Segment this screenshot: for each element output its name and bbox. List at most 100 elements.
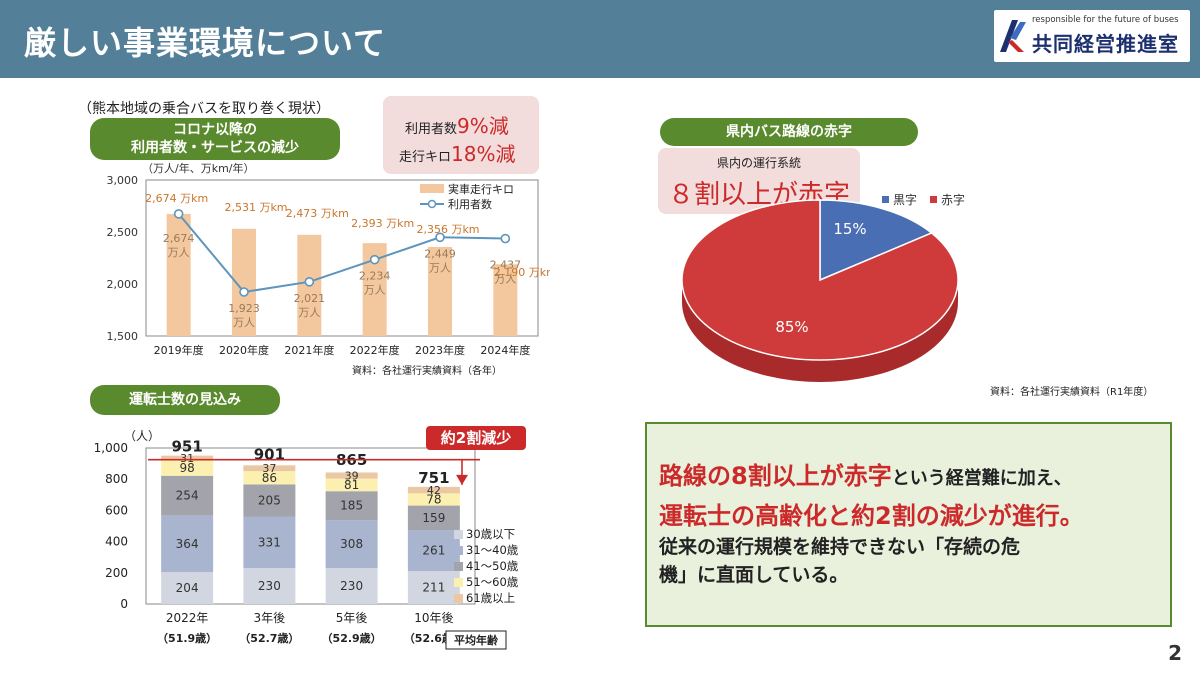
stacked-bar-segment — [325, 478, 378, 492]
legend-label: 30歳以下 — [466, 527, 515, 541]
message-line1-red: 路線の8割以上が赤字 — [659, 462, 892, 490]
stacked-bar-segment — [243, 484, 296, 517]
x-tick-label: 2022年 — [166, 611, 209, 625]
page-number: 2 — [1168, 641, 1182, 665]
ridership-chart: （万人/年、万km/年） 1,500 2,000 2,500 3,000 2019年度 20… — [107, 161, 551, 377]
y-tick-label: 400 — [105, 535, 128, 549]
legend-label: 61歳以上 — [466, 591, 515, 605]
data-label-unit: 万人 — [364, 284, 386, 297]
pie-value-label: 85% — [775, 318, 808, 336]
stacked-bar-segment — [407, 486, 460, 494]
legend-swatch — [454, 546, 463, 555]
x-sub-label: （52.7歳） — [239, 631, 299, 645]
stacked-bar-segment — [325, 472, 378, 479]
message-line1-rest: という経営難に加え、 — [891, 468, 1072, 489]
stacked-bar-segment — [243, 568, 296, 604]
data-label-unit: 万人 — [168, 246, 190, 259]
logo: responsible for the future of buses 共同経営… — [994, 10, 1190, 62]
data-label: 2,531 万km — [224, 201, 287, 214]
y-tick-label: 600 — [105, 503, 128, 517]
legend-swatch — [882, 196, 889, 203]
total-label: 951 — [171, 438, 202, 456]
legend-label: 実車走行キロ — [448, 182, 514, 196]
x-tick-label: 3年後 — [254, 611, 286, 625]
plot-frame — [145, 179, 539, 337]
data-label-unit: 万人 — [233, 316, 255, 329]
y-tick-label: 1,500 — [107, 330, 139, 343]
logo-tagline: responsible for the future of buses — [1032, 15, 1179, 25]
segment-label: 37 — [262, 462, 276, 475]
y-axis-label: （人） — [124, 429, 160, 443]
stacked-bar-segment — [407, 493, 460, 506]
section1-pill-line2: 利用者数・サービスの減少 — [131, 140, 299, 156]
message-line3: 従来の運行規模を維持できない「存続の危 — [659, 536, 1021, 558]
data-label: 2,393 万km — [351, 217, 414, 230]
callout-line2-value: 18%減 — [451, 142, 516, 166]
y-tick-label: 2,000 — [107, 278, 139, 291]
legend-label: 41～50歳 — [466, 559, 519, 573]
data-label: 2,449 — [424, 247, 456, 260]
stacked-bar-segment — [407, 505, 460, 531]
stacked-bar-segment — [161, 475, 214, 516]
line-point — [304, 277, 315, 287]
legend-label: 赤字 — [941, 192, 965, 207]
data-label: 2,437 — [490, 259, 522, 272]
line-point — [239, 287, 249, 297]
stacked-bar-segment — [243, 465, 296, 472]
segment-label: 364 — [176, 537, 199, 551]
segment-label: 205 — [258, 493, 281, 507]
reduction-badge-text: 約2割減少 — [441, 429, 511, 447]
segment-label: 185 — [340, 499, 363, 513]
data-label-unit: 万人 — [298, 306, 320, 319]
data-label: 2,021 — [294, 292, 326, 305]
stacked-bar-segment — [243, 471, 296, 485]
segment-label: 230 — [340, 579, 363, 593]
section3-pill: 県内バス路線の赤字 — [660, 118, 918, 146]
data-label-unit: 万人 — [429, 261, 451, 274]
y-tick-label: 1,000 — [94, 441, 128, 455]
stacked-bar-segment — [325, 520, 378, 569]
segment-label: 331 — [258, 535, 281, 549]
section2-pill: 運転士数の見込み — [90, 385, 280, 415]
pie-slice-deficit — [681, 199, 959, 361]
segment-label: 78 — [426, 492, 441, 506]
legend-swatch — [454, 530, 463, 539]
segment-label: 230 — [258, 579, 281, 593]
x-tick-label: 2022年度 — [350, 343, 400, 357]
segment-label: 211 — [422, 581, 445, 595]
segment-label: 98 — [179, 461, 194, 475]
message-line2: 運転士の高齢化と約2割の減少が進行。 — [659, 502, 1084, 530]
callout-line1: 利用者数9%減 — [405, 110, 509, 139]
x-tick-label: 2023年度 — [415, 343, 465, 357]
pie-value-label: 15% — [833, 220, 866, 238]
y-axis-label: （万人/年、万km/年） — [142, 161, 255, 175]
chart-source: 資料：各社運行実績資料（各年） — [352, 364, 502, 377]
legend-swatch — [454, 562, 463, 571]
legend-label: 51～60歳 — [466, 575, 519, 589]
segment-label: 39 — [345, 470, 359, 483]
stacked-bar-segment — [407, 571, 460, 604]
data-label-unit: 万人 — [494, 273, 516, 286]
pie-side — [682, 280, 958, 382]
segment-label: 81 — [344, 478, 359, 492]
data-label: 2,473 万km — [286, 207, 349, 220]
legend-swatch — [420, 184, 444, 193]
y-tick-label: 200 — [105, 566, 128, 580]
x-tick-label: 2019年度 — [154, 343, 204, 357]
section3-panel: 県内の運行系統 ８割以上が赤字 — [658, 148, 860, 214]
line-point — [173, 209, 184, 219]
line-point — [500, 233, 511, 244]
segment-label: 254 — [176, 489, 199, 503]
message-line4: 機」に直面している。 — [659, 564, 849, 586]
x-tick-label: 2024年度 — [480, 343, 530, 357]
data-label: 2,190 万km — [494, 266, 550, 279]
bar — [166, 213, 191, 336]
data-label: 2,356 万km — [416, 223, 479, 236]
panel-small-text: 県内の運行系統 — [716, 156, 801, 170]
reduction-arrow-head — [456, 474, 468, 485]
reduction-badge — [426, 426, 526, 450]
callout-line1-prefix: 利用者数 — [405, 122, 458, 137]
x-sub-label: （51.9歳） — [157, 631, 217, 645]
callout-line2: 走行キロ18%減 — [399, 138, 515, 167]
pie-slice-profit — [819, 199, 934, 282]
